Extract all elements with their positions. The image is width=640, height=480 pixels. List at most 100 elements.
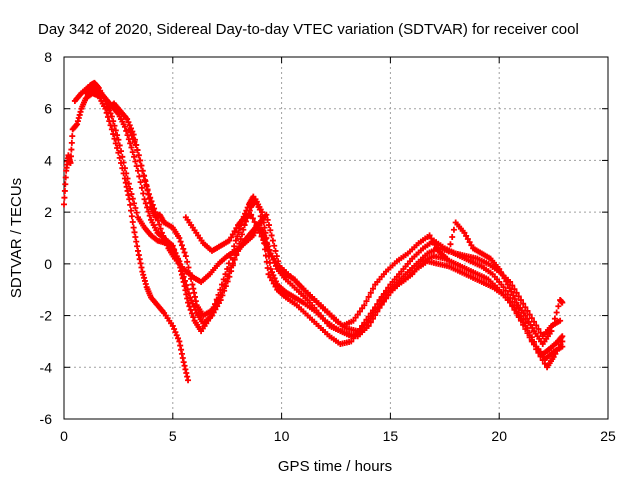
data-point <box>385 284 392 291</box>
data-point <box>350 317 357 324</box>
data-point <box>380 290 387 297</box>
data-point <box>62 174 69 181</box>
data-point <box>262 240 269 247</box>
data-point <box>138 184 145 191</box>
data-point <box>231 243 238 250</box>
data-point <box>135 152 142 159</box>
data-point <box>263 258 270 265</box>
data-point <box>537 353 544 360</box>
data-point <box>511 304 518 311</box>
y-tick-label: 6 <box>44 101 52 117</box>
data-point <box>559 299 566 306</box>
data-point <box>171 246 178 253</box>
data-point <box>156 221 163 228</box>
data-point <box>61 194 68 201</box>
data-point <box>515 293 522 300</box>
data-point <box>522 304 529 311</box>
data-point <box>132 205 139 212</box>
data-point <box>158 229 165 236</box>
data-point <box>430 238 437 245</box>
data-point <box>524 315 531 322</box>
data-point <box>253 222 260 229</box>
data-point <box>136 157 143 164</box>
data-point <box>155 217 162 224</box>
data-point <box>500 284 507 291</box>
data-point <box>526 332 533 339</box>
y-axis: -6 -4 -2 0 2 4 6 8 <box>40 49 608 427</box>
data-point <box>210 304 217 311</box>
data-point <box>264 216 271 223</box>
data-point <box>157 225 164 232</box>
data-point <box>383 287 390 294</box>
data-point <box>112 140 119 147</box>
data-point <box>133 209 140 216</box>
data-point <box>238 231 245 238</box>
data-point <box>256 206 263 213</box>
data-point <box>151 205 158 212</box>
data-point <box>162 239 169 246</box>
data-point <box>173 332 180 339</box>
data-point <box>517 315 524 322</box>
data-point <box>237 236 244 243</box>
data-point <box>369 309 376 316</box>
data-point <box>222 277 229 284</box>
data-point <box>464 236 471 243</box>
y-tick-label: -4 <box>40 359 53 375</box>
data-point <box>548 328 555 335</box>
data-point <box>68 139 75 146</box>
data-point <box>231 256 238 263</box>
data-point <box>539 357 546 364</box>
data-point <box>164 242 171 249</box>
data-point <box>265 222 272 229</box>
data-point <box>187 306 194 313</box>
data-point <box>506 285 513 292</box>
data-point <box>143 181 150 188</box>
data-point <box>461 229 468 236</box>
series-track-1 <box>61 90 192 384</box>
data-point <box>121 165 128 172</box>
data-point <box>267 227 274 234</box>
data-point <box>128 191 135 198</box>
data-point <box>212 301 219 308</box>
data-point <box>359 305 366 312</box>
data-point <box>224 273 231 280</box>
x-tick-label: 15 <box>383 428 399 444</box>
data-point <box>110 118 117 125</box>
data-point <box>522 322 529 329</box>
data-point <box>450 226 457 233</box>
data-point <box>68 146 75 153</box>
data-point <box>531 341 538 348</box>
data-point <box>270 280 277 287</box>
data-point <box>128 207 135 214</box>
data-point <box>524 307 531 314</box>
data-point <box>466 239 473 246</box>
data-point <box>267 266 274 273</box>
data-point <box>262 252 269 259</box>
data-point <box>147 194 154 201</box>
data-point <box>431 241 438 248</box>
data-point <box>217 291 224 298</box>
data-point <box>175 335 182 342</box>
data-point <box>148 198 155 205</box>
data-point <box>352 314 359 321</box>
data-point <box>552 350 559 357</box>
data-point <box>226 237 233 244</box>
data-point <box>533 346 540 353</box>
data-point <box>255 226 262 233</box>
data-point <box>520 300 527 307</box>
data-point <box>190 314 197 321</box>
data-point <box>243 207 250 214</box>
data-point <box>61 187 68 194</box>
data-point <box>228 264 235 271</box>
data-point <box>62 181 69 188</box>
data-point <box>508 288 515 295</box>
data-point <box>226 268 233 275</box>
data-point <box>524 327 531 334</box>
data-point <box>140 172 147 179</box>
data-point <box>67 160 74 167</box>
data-point <box>496 266 503 273</box>
data-points <box>61 79 566 384</box>
data-point <box>108 126 115 133</box>
data-point <box>503 278 510 285</box>
data-point <box>535 326 542 333</box>
